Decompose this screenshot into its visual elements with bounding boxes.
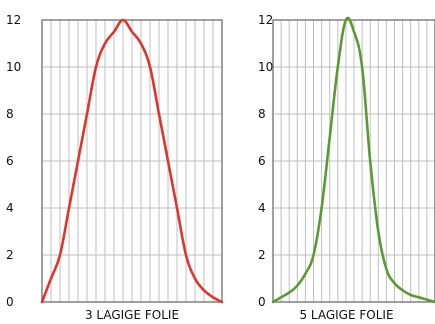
plot-frame bbox=[41, 19, 223, 303]
y-tick-label: 10 bbox=[258, 60, 273, 74]
grid bbox=[273, 20, 435, 302]
y-tick-label: 10 bbox=[6, 60, 21, 74]
y-tick-label: 0 bbox=[258, 295, 266, 309]
chart-panel-1: 0 2 4 6 8 10 12 3 LAGIGE FOLIE bbox=[6, 13, 224, 322]
y-tick-label: 6 bbox=[6, 154, 14, 168]
y-tick-label: 4 bbox=[258, 201, 266, 215]
y-tick-label: 2 bbox=[6, 248, 14, 262]
y-tick-label: 0 bbox=[6, 295, 14, 309]
x-axis-label: 5 LAGIGE FOLIE bbox=[299, 308, 393, 322]
y-tick-label: 8 bbox=[258, 107, 266, 121]
y-tick-label: 6 bbox=[258, 154, 266, 168]
grid bbox=[42, 20, 222, 302]
series-line bbox=[271, 16, 435, 304]
y-tick-label: 12 bbox=[258, 13, 273, 27]
series-line bbox=[40, 18, 224, 304]
x-axis-label: 3 LAGIGE FOLIE bbox=[85, 308, 179, 322]
y-tick-label: 8 bbox=[6, 107, 14, 121]
y-tick-label: 12 bbox=[6, 13, 21, 27]
y-tick-label: 4 bbox=[6, 201, 14, 215]
plot-frame bbox=[272, 19, 435, 303]
chart-panel-2: 0 2 4 6 8 10 12 5 LAGIGE FOLIE bbox=[258, 13, 435, 322]
y-tick-label: 2 bbox=[258, 248, 266, 262]
